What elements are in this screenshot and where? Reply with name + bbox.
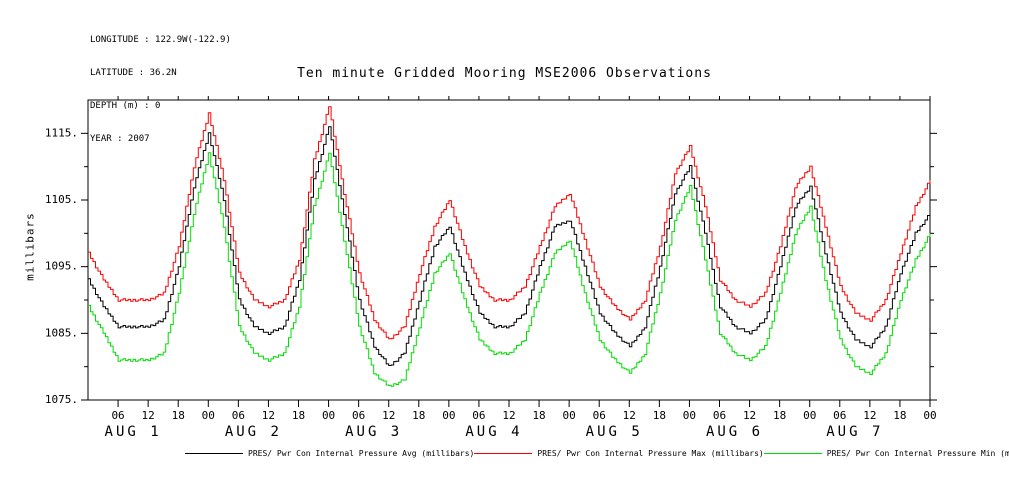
svg-text:18: 18: [412, 409, 425, 422]
svg-text:AUG 6: AUG 6: [706, 424, 763, 440]
svg-text:00: 00: [202, 409, 215, 422]
svg-text:1085.: 1085.: [45, 326, 78, 339]
svg-text:18: 18: [172, 409, 185, 422]
avg-line-swatch: [185, 453, 243, 454]
svg-text:00: 00: [442, 409, 455, 422]
svg-text:06: 06: [111, 409, 124, 422]
legend-label-min: PRES/ Pwr Con Internal Pressure Min (mil…: [826, 449, 1009, 458]
svg-text:18: 18: [773, 409, 786, 422]
svg-text:1075.: 1075.: [45, 393, 78, 406]
svg-text:18: 18: [292, 409, 305, 422]
svg-text:06: 06: [833, 409, 846, 422]
svg-text:00: 00: [322, 409, 335, 422]
svg-text:00: 00: [563, 409, 576, 422]
svg-text:12: 12: [863, 409, 876, 422]
svg-text:18: 18: [653, 409, 666, 422]
svg-text:12: 12: [262, 409, 275, 422]
info-depth: DEPTH (m) : 0: [90, 101, 161, 111]
min-line-swatch: [763, 453, 822, 454]
svg-text:12: 12: [382, 409, 395, 422]
chart-legend: PRES/ Pwr Con Internal Pressure Avg (mil…: [185, 449, 1009, 458]
info-latitude: LATITUDE : 36.2N: [90, 68, 177, 78]
max-line-swatch: [474, 453, 533, 454]
svg-text:18: 18: [893, 409, 906, 422]
svg-text:1105.: 1105.: [45, 193, 78, 206]
info-longitude: LONGITUDE : 122.9W(-122.9): [90, 35, 231, 45]
svg-text:06: 06: [713, 409, 726, 422]
legend-entry-avg: PRES/ Pwr Con Internal Pressure Avg (mil…: [185, 449, 474, 458]
svg-text:06: 06: [352, 409, 365, 422]
legend-label-avg: PRES/ Pwr Con Internal Pressure Avg (mil…: [248, 449, 475, 458]
svg-text:AUG 5: AUG 5: [586, 424, 643, 440]
legend-entry-min: PRES/ Pwr Con Internal Pressure Min (mil…: [763, 449, 1009, 458]
svg-text:06: 06: [232, 409, 245, 422]
svg-text:AUG 2: AUG 2: [225, 424, 282, 440]
svg-text:12: 12: [142, 409, 155, 422]
svg-text:06: 06: [472, 409, 485, 422]
svg-text:AUG 1: AUG 1: [105, 424, 162, 440]
svg-text:12: 12: [502, 409, 515, 422]
legend-label-max: PRES/ Pwr Con Internal Pressure Max (mil…: [537, 449, 764, 458]
svg-text:12: 12: [623, 409, 636, 422]
svg-text:00: 00: [683, 409, 696, 422]
svg-text:12: 12: [743, 409, 756, 422]
svg-text:1115.: 1115.: [45, 126, 78, 139]
svg-text:AUG 3: AUG 3: [345, 424, 402, 440]
legend-entry-max: PRES/ Pwr Con Internal Pressure Max (mil…: [474, 449, 764, 458]
svg-text:1095.: 1095.: [45, 260, 78, 273]
svg-text:00: 00: [923, 409, 936, 422]
chart-title: Ten minute Gridded Mooring MSE2006 Obser…: [297, 66, 712, 81]
svg-text:AUG 7: AUG 7: [826, 424, 883, 440]
svg-text:AUG 4: AUG 4: [465, 424, 522, 440]
svg-text:00: 00: [803, 409, 816, 422]
station-info-block: LONGITUDE : 122.9W(-122.9) LATITUDE : 36…: [90, 13, 231, 167]
svg-text:06: 06: [593, 409, 606, 422]
info-year: YEAR : 2007: [90, 134, 150, 144]
svg-text:18: 18: [532, 409, 545, 422]
